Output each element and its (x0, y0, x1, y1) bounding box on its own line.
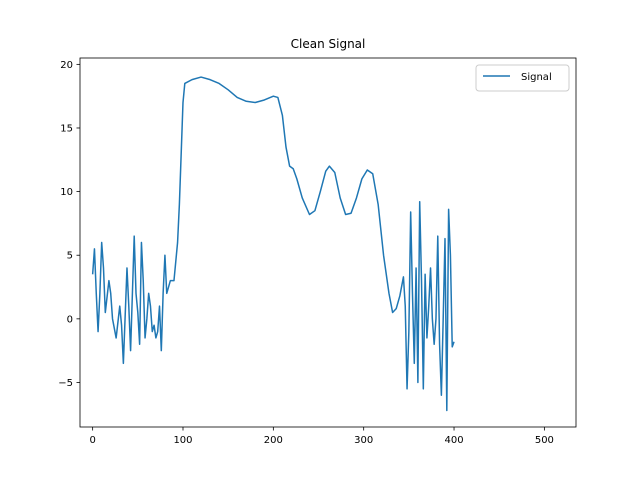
plot-area (91, 76, 455, 412)
y-tick-label: 0 (67, 314, 73, 325)
series-line-signal (91, 76, 455, 412)
chart-title: Clean Signal (291, 37, 366, 51)
x-tick-label: 500 (535, 435, 554, 446)
y-tick-label: 15 (60, 123, 73, 134)
x-tick-label: 100 (173, 435, 192, 446)
x-tick-label: 300 (354, 435, 373, 446)
legend: Signal (475, 64, 570, 92)
y-tick-label: 10 (60, 187, 73, 198)
axes-frame (79, 57, 577, 428)
x-tick-label: 400 (444, 435, 463, 446)
legend-box (475, 64, 570, 92)
y-tick-label: −5 (58, 378, 73, 389)
x-tick-label: 200 (264, 435, 283, 446)
y-tick-label: 20 (60, 60, 73, 71)
y-tick-label: 5 (67, 251, 73, 262)
legend-label-signal: Signal (521, 72, 552, 83)
x-tick-label: 0 (89, 435, 95, 446)
axis-ticks: 0 100 200 300 400 500 −5 0 5 10 15 20 (58, 60, 554, 446)
